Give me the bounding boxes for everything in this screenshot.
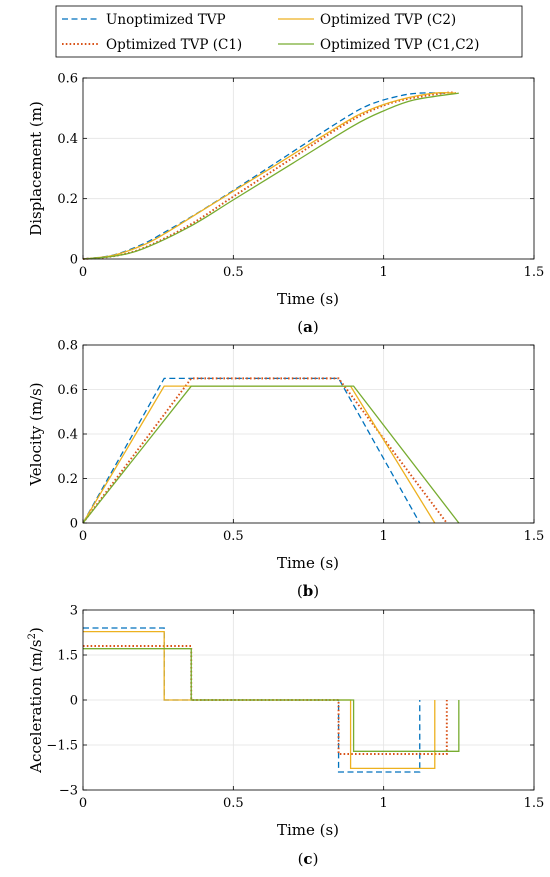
series-line-c1 [82,377,448,524]
caption-open: ( [297,582,303,600]
legend-label-c1: Optimized TVP (C1) [106,37,242,53]
series-line-c2 [82,91,456,260]
axes-frame [82,77,535,260]
y-axis-label-sup: 2 [27,633,38,639]
legend: Unoptimized TVP Optimized TVP (C2) Optim… [55,5,523,58]
x-tick-label: 1 [380,796,388,811]
y-axis-label-close: ) [27,627,45,633]
legend-label-unopt: Unoptimized TVP [106,12,226,28]
ticks: 0 0.5 1 1.5 0 0.2 0.4 0.6 0.8 [57,339,544,545]
y-axis-label: Velocity (m/s) [27,382,45,486]
caption-close: ) [313,582,319,600]
series-line-unopt [82,377,421,524]
caption-letter: c [303,850,312,868]
legend-entry-c1c2: Optimized TVP (C1,C2) [278,37,479,53]
series-line-c1c2 [83,648,460,752]
caption-letter: a [303,318,313,336]
series-line-c1c2 [82,385,460,524]
y-tick-label: 0 [70,253,78,268]
panel-caption: (c) [298,850,319,868]
series [82,91,459,260]
panel-b: 0 0.5 1 1.5 0 0.2 0.4 0.6 0.8 Time (s) Velocity … [27,339,544,601]
series [82,377,460,524]
series [83,627,460,773]
x-tick-label: 1 [380,265,388,280]
caption-open: ( [297,318,303,336]
x-tick-label: 0.5 [223,529,244,544]
legend-entry-c1: Optimized TVP (C1) [62,37,242,53]
series-line-c1 [83,645,448,755]
ticks: 0 0.5 1 1.5 −3 −1.5 0 1.5 3 [46,604,544,812]
x-tick-label: 0 [79,265,87,280]
y-tick-label: 3 [70,604,78,619]
caption-open: ( [298,850,304,868]
x-tick-label: 1.5 [524,529,545,544]
x-tick-label: 0 [79,529,87,544]
legend-entry-c2: Optimized TVP (C2) [278,12,456,28]
y-tick-label: 0.6 [57,383,78,398]
x-axis-label: Time (s) [277,290,339,308]
legend-box [55,5,523,58]
y-axis-label: Acceleration (m/s2) [27,627,45,774]
x-tick-label: 0.5 [223,796,244,811]
caption-letter: b [303,582,314,600]
x-tick-label: 1.5 [524,796,545,811]
panel-caption: (a) [297,318,318,336]
panel-caption: (b) [297,582,319,600]
grid [82,77,535,260]
y-tick-label: 0.2 [57,472,78,487]
y-tick-label: 0.2 [57,192,78,207]
panel-a: 0 0.5 1 1.5 0 0.2 0.4 0.6 Time (s) Displacement… [27,72,544,337]
x-tick-label: 1 [380,529,388,544]
x-axis-label: Time (s) [277,554,339,572]
ticks: 0 0.5 1 1.5 0 0.2 0.4 0.6 [57,72,544,281]
x-tick-label: 0.5 [223,265,244,280]
y-tick-label: −3 [59,784,78,799]
series-line-c1 [82,91,456,260]
x-tick-label: 0 [79,796,87,811]
legend-entry-unopt: Unoptimized TVP [62,12,226,28]
legend-label-c2: Optimized TVP (C2) [320,12,456,28]
y-tick-label: 0.8 [57,339,78,354]
caption-close: ) [313,318,319,336]
y-tick-label: 0.4 [57,132,78,147]
panel-c: 0 0.5 1 1.5 −3 −1.5 0 1.5 3 Time (s) Acceleratio… [27,604,544,869]
x-tick-label: 1.5 [524,265,545,280]
series-line-unopt [82,92,447,260]
y-tick-label: −1.5 [46,739,78,754]
y-tick-label: 0 [70,517,78,532]
y-axis-label-main: Acceleration (m/s [27,639,45,773]
legend-label-c1c2: Optimized TVP (C1,C2) [320,37,479,53]
y-tick-label: 0.6 [57,72,78,87]
y-tick-label: 0 [70,694,78,709]
y-axis-label: Displacement (m) [27,101,45,236]
y-tick-label: 1.5 [57,649,78,664]
x-axis-label: Time (s) [277,821,339,839]
caption-close: ) [313,850,319,868]
y-tick-label: 0.4 [57,428,78,443]
series-line-c1c2 [82,92,459,260]
